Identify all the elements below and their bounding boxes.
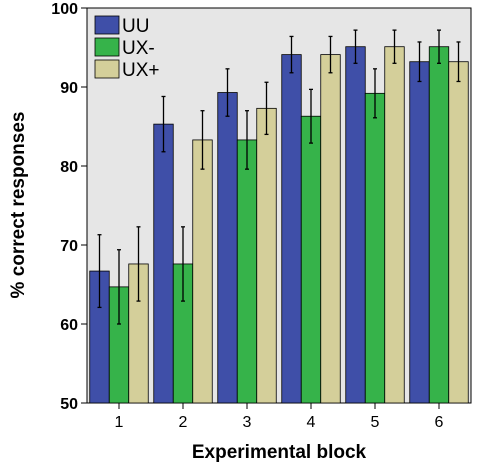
- bar-ux-block-4: [300, 115, 322, 404]
- error-bar: [97, 234, 102, 309]
- error-bar: [417, 41, 422, 83]
- error-bar: [225, 68, 230, 117]
- plot-area: [86, 7, 472, 404]
- x-axis: 1 2 3 4 5 6: [115, 403, 444, 431]
- legend-item-ux: UX-: [94, 37, 155, 59]
- y-tick-label: 100: [51, 1, 78, 18]
- error-bar: [200, 110, 205, 170]
- bar-uu-block-3: [217, 92, 238, 404]
- error-bar: [136, 226, 141, 302]
- y-axis-title: % correct responses: [8, 112, 29, 299]
- bar-ux-block-5: [364, 92, 386, 404]
- bar-ux-block-3: [256, 107, 277, 404]
- bar-uu-block-5: [345, 46, 366, 404]
- error-bar: [328, 35, 333, 74]
- legend-swatch: [94, 37, 120, 57]
- error-bar: [245, 110, 249, 170]
- error-bar: [289, 35, 294, 74]
- bar-ux-block-2: [192, 139, 213, 404]
- y-tick-label: 90: [60, 80, 78, 97]
- bar-uu-block-6: [409, 61, 430, 404]
- bar-ux-block-6: [428, 46, 450, 404]
- bar-ux-block-6: [448, 61, 469, 404]
- x-tick-label: 1: [115, 414, 124, 431]
- y-tick-label: 70: [60, 238, 78, 255]
- error-bar: [181, 226, 185, 302]
- legend-label: UX+: [122, 60, 160, 81]
- legend-item-uu: UU: [94, 15, 149, 37]
- bar-ux-block-3: [236, 139, 258, 404]
- y-tick-label: 80: [60, 159, 78, 176]
- x-tick-label: 2: [179, 414, 188, 431]
- error-bar: [117, 249, 121, 325]
- y-axis: 50 60 70 80 90 100: [51, 1, 87, 413]
- y-tick-label: 50: [60, 396, 78, 413]
- bar-ux-block-4: [320, 54, 341, 404]
- bars-layer: [89, 46, 469, 404]
- legend-label: UU: [122, 16, 149, 37]
- bar-uu-block-4: [281, 54, 302, 404]
- error-bar: [264, 81, 269, 136]
- x-tick-label: 4: [307, 414, 316, 431]
- error-bar: [309, 88, 313, 144]
- x-axis-title: Experimental block: [192, 442, 367, 463]
- legend-item-ux: UX+: [94, 59, 160, 81]
- x-tick-label: 6: [435, 414, 444, 431]
- bar-ux-block-5: [384, 46, 405, 404]
- error-bar: [392, 29, 397, 64]
- error-bar: [353, 29, 358, 64]
- x-tick-label: 5: [371, 414, 380, 431]
- legend-label: UX-: [122, 38, 155, 59]
- error-bar: [161, 95, 166, 153]
- error-bars-layer: [97, 29, 461, 325]
- legend-swatch: [94, 15, 120, 35]
- y-tick-label: 60: [60, 317, 78, 334]
- error-bar: [437, 29, 441, 64]
- error-bar: [373, 68, 377, 119]
- x-tick-label: 3: [243, 414, 252, 431]
- legend-swatch: [94, 59, 120, 79]
- bar-uu-block-2: [153, 123, 174, 404]
- error-bar: [456, 41, 461, 83]
